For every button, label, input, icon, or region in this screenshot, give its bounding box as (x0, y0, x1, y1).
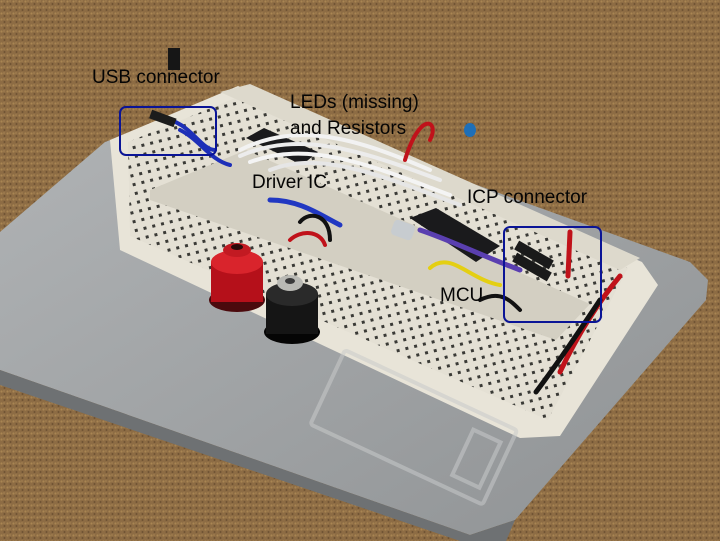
crystal (391, 219, 415, 241)
usb-connector-label: USB connector (92, 67, 220, 88)
embossed-logo (309, 348, 519, 506)
icp-connector-box (503, 226, 602, 323)
mcu-chip (410, 208, 500, 262)
red-jack (209, 243, 265, 312)
capacitor-blue (464, 123, 476, 137)
black-jack (264, 275, 320, 344)
jumper-wires (158, 116, 623, 395)
breadboard-center-channel (150, 150, 590, 340)
leds-label-line1: LEDs (missing) (290, 92, 419, 113)
driver-ic-label: Driver IC (252, 172, 327, 193)
usb-connector-box (119, 106, 217, 156)
icp-connector-label: ICP connector (467, 187, 588, 208)
mcu-label: MCU (440, 285, 484, 306)
icp-header (512, 240, 554, 282)
electrolytic-capacitor (168, 48, 180, 70)
usb-header (149, 109, 177, 128)
leds-label-line2: and Resistors (290, 118, 407, 139)
